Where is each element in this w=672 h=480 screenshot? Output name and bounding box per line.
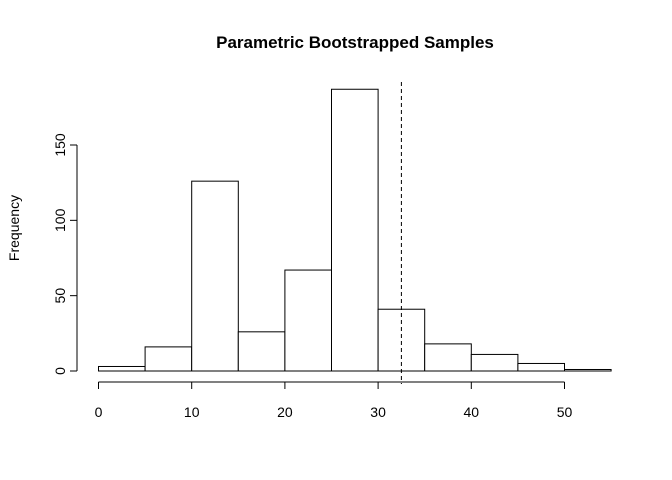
chart-title: Parametric Bootstrapped Samples	[216, 33, 494, 52]
y-tick-label-3: 150	[52, 133, 68, 157]
x-tick-label-5: 50	[557, 404, 573, 420]
x-axis: 0 10 20 30 40 50	[95, 381, 573, 420]
x-tick-label-2: 20	[277, 404, 293, 420]
y-axis: 0 50 100 150	[52, 133, 78, 375]
x-tick-label-0: 0	[95, 404, 103, 420]
histogram-bar-8	[470, 353, 519, 372]
histogram-bar-5	[331, 88, 379, 372]
histogram-bar-7	[424, 343, 472, 372]
histogram-bar-10	[564, 368, 612, 372]
histogram-bar-4	[284, 269, 332, 372]
histogram-bar-2	[191, 180, 239, 372]
y-tick-label-2: 100	[52, 208, 68, 232]
histogram-bar-1	[144, 346, 193, 372]
x-tick-label-3: 30	[370, 404, 386, 420]
bars-group	[98, 88, 612, 372]
y-axis-label: Frequency	[6, 195, 22, 261]
histogram-bar-3	[237, 331, 286, 372]
x-tick-label-1: 10	[184, 404, 200, 420]
histogram-bar-9	[517, 362, 566, 372]
histogram-bar-6	[377, 308, 426, 372]
y-tick-label-1: 50	[52, 288, 68, 304]
histogram-bar-0	[98, 365, 146, 372]
x-tick-label-4: 40	[464, 404, 480, 420]
y-tick-label-0: 0	[52, 367, 68, 375]
